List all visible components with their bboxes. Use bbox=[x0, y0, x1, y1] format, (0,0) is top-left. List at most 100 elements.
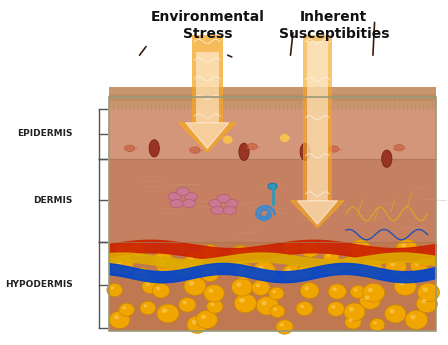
Circle shape bbox=[253, 262, 276, 280]
Circle shape bbox=[364, 247, 385, 264]
Circle shape bbox=[355, 244, 360, 248]
Circle shape bbox=[300, 283, 319, 299]
Circle shape bbox=[153, 252, 172, 268]
Circle shape bbox=[325, 263, 340, 275]
Circle shape bbox=[405, 310, 428, 329]
Circle shape bbox=[234, 294, 257, 313]
Circle shape bbox=[184, 277, 206, 295]
Circle shape bbox=[183, 301, 187, 304]
Circle shape bbox=[390, 262, 396, 266]
Circle shape bbox=[252, 280, 270, 295]
Circle shape bbox=[280, 134, 290, 142]
Circle shape bbox=[385, 305, 406, 323]
Circle shape bbox=[332, 287, 337, 291]
Circle shape bbox=[192, 320, 197, 324]
Ellipse shape bbox=[394, 145, 404, 151]
Circle shape bbox=[283, 241, 300, 255]
Ellipse shape bbox=[125, 145, 135, 151]
Circle shape bbox=[146, 282, 150, 286]
FancyBboxPatch shape bbox=[109, 87, 436, 94]
Circle shape bbox=[211, 303, 215, 306]
Text: EPIDERMIS: EPIDERMIS bbox=[17, 129, 73, 138]
Circle shape bbox=[297, 266, 312, 278]
Circle shape bbox=[300, 269, 304, 272]
Circle shape bbox=[261, 300, 267, 305]
Circle shape bbox=[350, 285, 366, 298]
FancyBboxPatch shape bbox=[196, 52, 219, 123]
Circle shape bbox=[119, 247, 123, 251]
Circle shape bbox=[273, 308, 277, 311]
Circle shape bbox=[134, 267, 150, 282]
Circle shape bbox=[232, 278, 253, 296]
Ellipse shape bbox=[209, 199, 222, 208]
Circle shape bbox=[110, 286, 114, 290]
FancyBboxPatch shape bbox=[109, 241, 436, 331]
Circle shape bbox=[230, 246, 252, 265]
Circle shape bbox=[111, 256, 133, 274]
Circle shape bbox=[280, 323, 284, 327]
Circle shape bbox=[256, 284, 260, 287]
Polygon shape bbox=[291, 201, 344, 228]
Ellipse shape bbox=[190, 147, 200, 153]
Circle shape bbox=[360, 292, 381, 309]
Circle shape bbox=[364, 295, 370, 300]
Ellipse shape bbox=[247, 144, 257, 150]
Circle shape bbox=[350, 240, 370, 256]
Text: Inherent
Susceptibities: Inherent Susceptibities bbox=[279, 10, 389, 41]
Ellipse shape bbox=[176, 187, 190, 196]
Circle shape bbox=[300, 305, 304, 308]
Circle shape bbox=[114, 315, 119, 319]
Circle shape bbox=[204, 285, 224, 302]
Circle shape bbox=[349, 307, 354, 312]
Circle shape bbox=[373, 321, 377, 324]
Circle shape bbox=[129, 241, 147, 256]
Circle shape bbox=[418, 253, 434, 266]
Circle shape bbox=[202, 245, 218, 258]
Polygon shape bbox=[297, 201, 337, 224]
Circle shape bbox=[189, 256, 194, 260]
Ellipse shape bbox=[149, 140, 159, 157]
Circle shape bbox=[208, 288, 214, 293]
FancyBboxPatch shape bbox=[109, 100, 436, 109]
Circle shape bbox=[422, 287, 428, 292]
Circle shape bbox=[235, 250, 240, 255]
Circle shape bbox=[201, 315, 206, 319]
Ellipse shape bbox=[211, 206, 224, 215]
FancyBboxPatch shape bbox=[109, 159, 436, 242]
Circle shape bbox=[140, 301, 155, 315]
FancyBboxPatch shape bbox=[192, 34, 223, 123]
Circle shape bbox=[179, 297, 196, 312]
Circle shape bbox=[370, 318, 385, 331]
Circle shape bbox=[416, 295, 437, 313]
Ellipse shape bbox=[225, 199, 238, 208]
Circle shape bbox=[349, 318, 353, 322]
FancyBboxPatch shape bbox=[307, 41, 328, 201]
Circle shape bbox=[251, 252, 254, 255]
Circle shape bbox=[396, 239, 417, 257]
Circle shape bbox=[174, 261, 192, 277]
Circle shape bbox=[119, 303, 134, 316]
Circle shape bbox=[327, 302, 345, 316]
Circle shape bbox=[161, 260, 166, 264]
Circle shape bbox=[143, 304, 147, 307]
Circle shape bbox=[206, 248, 210, 251]
Circle shape bbox=[369, 251, 374, 255]
Circle shape bbox=[258, 266, 264, 270]
Circle shape bbox=[327, 254, 331, 257]
Circle shape bbox=[156, 256, 178, 274]
Circle shape bbox=[272, 290, 276, 293]
Circle shape bbox=[116, 260, 122, 264]
Circle shape bbox=[344, 303, 365, 321]
Circle shape bbox=[107, 284, 122, 297]
Circle shape bbox=[270, 305, 285, 318]
Circle shape bbox=[185, 252, 203, 268]
Circle shape bbox=[389, 309, 395, 313]
Circle shape bbox=[410, 315, 416, 319]
Polygon shape bbox=[179, 123, 236, 152]
Circle shape bbox=[134, 245, 138, 249]
Circle shape bbox=[401, 243, 406, 248]
Ellipse shape bbox=[170, 199, 183, 208]
Circle shape bbox=[332, 305, 336, 309]
Circle shape bbox=[158, 255, 163, 259]
Circle shape bbox=[207, 299, 223, 313]
